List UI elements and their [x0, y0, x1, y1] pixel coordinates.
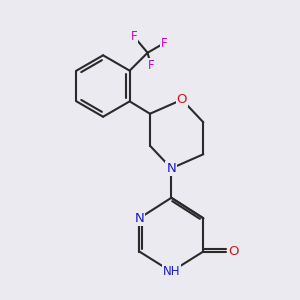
Text: F: F — [130, 30, 137, 43]
Text: N: N — [134, 212, 144, 225]
Text: F: F — [148, 59, 154, 72]
Text: O: O — [177, 93, 187, 106]
Text: O: O — [228, 245, 238, 258]
Text: F: F — [160, 37, 167, 50]
Text: N: N — [167, 162, 176, 175]
Text: NH: NH — [163, 265, 180, 278]
